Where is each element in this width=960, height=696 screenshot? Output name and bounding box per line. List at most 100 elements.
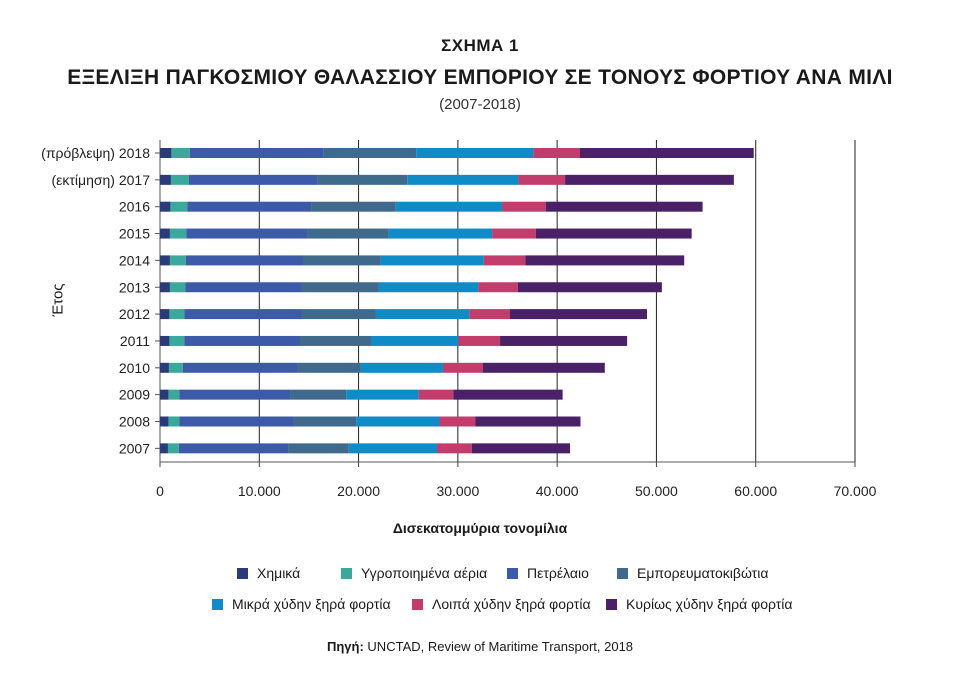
y-tick-label: 2007 bbox=[119, 440, 150, 456]
bar-segment bbox=[160, 148, 172, 158]
bar-segment bbox=[187, 201, 312, 212]
bar-segment bbox=[579, 148, 754, 158]
bar-segment bbox=[168, 416, 180, 427]
bar-segment bbox=[169, 282, 186, 293]
bar-segment bbox=[478, 282, 518, 293]
bar-segment bbox=[160, 282, 170, 293]
bar-segment bbox=[160, 362, 169, 373]
legend-label: Πετρέλαιο bbox=[527, 565, 589, 581]
bar-segment bbox=[302, 255, 381, 266]
bar-segment bbox=[469, 309, 510, 320]
legend-swatch bbox=[507, 567, 518, 579]
bar-segment bbox=[323, 148, 417, 158]
y-tick-label: (εκτίμηση) 2017 bbox=[51, 172, 150, 188]
bar-segment bbox=[509, 309, 647, 320]
bar-segment bbox=[301, 282, 379, 293]
bar-segment bbox=[160, 335, 170, 346]
y-tick-label: 2008 bbox=[119, 414, 150, 430]
x-tick-label: 10.000 bbox=[238, 483, 281, 499]
legend-item-major-dry-bulk: Κυρίως χύδην ξηρά φορτία bbox=[606, 596, 792, 612]
legend-swatch bbox=[412, 598, 423, 610]
bar-segment bbox=[170, 174, 189, 185]
bar-segment bbox=[533, 148, 580, 158]
bar-segment bbox=[170, 201, 188, 212]
bar-segment bbox=[160, 255, 170, 266]
bar-segment bbox=[178, 443, 289, 454]
y-tick-label: 2016 bbox=[119, 199, 150, 215]
bar-segment bbox=[311, 201, 396, 212]
bar-segment bbox=[184, 309, 302, 320]
legend-label: Χημικά bbox=[257, 565, 301, 581]
chart-subtitle: (2007-2018) bbox=[439, 96, 521, 113]
bar-chart: 0 10.000 20.000 30.000 40.000 50.000 60.000 70.… bbox=[41, 140, 877, 499]
bar-segment bbox=[169, 335, 185, 346]
chart-title: ΕΞΕΛΙΞΗ ΠΑΓΚΟΣΜΙΟΥ ΘΑΛΑΣΣΙΟΥ ΕΜΠΟΡΙΟΥ ΣΕ… bbox=[67, 66, 893, 89]
bar-segment bbox=[186, 228, 308, 239]
bar-segment bbox=[288, 443, 349, 454]
bar-segment bbox=[168, 389, 180, 400]
y-tick-label: 2014 bbox=[119, 252, 150, 268]
bar-segment bbox=[179, 416, 294, 427]
x-tick-label: 0 bbox=[156, 483, 164, 499]
bar-segment bbox=[388, 228, 493, 239]
y-tick-label: 2013 bbox=[119, 279, 150, 295]
bar-segment bbox=[185, 282, 302, 293]
bar-segment bbox=[439, 416, 476, 427]
x-tick-label: 30.000 bbox=[436, 483, 479, 499]
bar-segment bbox=[167, 443, 179, 454]
bar-segment bbox=[160, 443, 168, 454]
bar-segment bbox=[160, 201, 171, 212]
bar-segment bbox=[360, 362, 443, 373]
bar-segment bbox=[407, 174, 519, 185]
legend-label: Λοιπά χύδην ξηρά φορτία bbox=[432, 596, 591, 612]
legend-label: Μικρά χύδην ξηρά φορτία bbox=[232, 596, 391, 612]
source-text: UNCTAD, Review of Maritime Transport, 20… bbox=[367, 639, 634, 654]
bar-segment bbox=[442, 362, 483, 373]
bar-segment bbox=[418, 389, 454, 400]
bar-segment bbox=[437, 443, 472, 454]
bar-segment bbox=[380, 255, 484, 266]
legend-item-oil: Πετρέλαιο bbox=[507, 565, 589, 581]
bar-segment bbox=[171, 148, 190, 158]
bar-segment bbox=[169, 228, 187, 239]
y-tick-label: 2009 bbox=[119, 387, 150, 403]
bar-segment bbox=[356, 416, 440, 427]
bar-segment bbox=[184, 335, 300, 346]
legend-label: Κυρίως χύδην ξηρά φορτία bbox=[626, 596, 793, 612]
x-tick-label: 70.000 bbox=[834, 483, 877, 499]
bar-segment bbox=[182, 362, 298, 373]
bar-segment bbox=[482, 362, 605, 373]
bar-segment bbox=[565, 174, 734, 185]
bar-segment bbox=[416, 148, 534, 158]
x-tick-label: 60.000 bbox=[734, 483, 777, 499]
bar-segment bbox=[185, 255, 303, 266]
bar-segment bbox=[160, 174, 171, 185]
bar-segment bbox=[160, 228, 170, 239]
bar-segment bbox=[301, 309, 376, 320]
figure-label: ΣΧΗΜΑ 1 bbox=[441, 36, 519, 55]
bar-segment bbox=[378, 282, 479, 293]
bar-segment bbox=[169, 255, 186, 266]
bar-segment bbox=[475, 416, 581, 427]
bar-segment bbox=[518, 174, 566, 185]
y-tick-label: 2010 bbox=[119, 360, 150, 376]
bar-segment bbox=[502, 201, 546, 212]
legend-item-chemicals: Χημικά bbox=[237, 565, 300, 581]
bar-segment bbox=[169, 309, 185, 320]
legend-swatch bbox=[606, 598, 617, 610]
bar-segment bbox=[500, 335, 628, 346]
legend-label: Υγροποιημένα αέρια bbox=[361, 565, 488, 581]
bar-segment bbox=[297, 362, 361, 373]
bar-segment bbox=[346, 389, 419, 400]
bar-segment bbox=[453, 389, 563, 400]
bar-segment bbox=[160, 416, 169, 427]
bar-segment bbox=[492, 228, 536, 239]
legend-label: Εμπορευματοκιβώτια bbox=[637, 565, 769, 581]
bar-segment bbox=[317, 174, 408, 185]
bar-segment bbox=[525, 255, 685, 266]
bar-segment bbox=[471, 443, 571, 454]
y-tick-label: 2012 bbox=[119, 306, 150, 322]
bar-segment bbox=[188, 174, 318, 185]
bar-segment bbox=[370, 335, 459, 346]
legend-item-containers: Εμπορευματοκιβώτια bbox=[617, 565, 768, 581]
